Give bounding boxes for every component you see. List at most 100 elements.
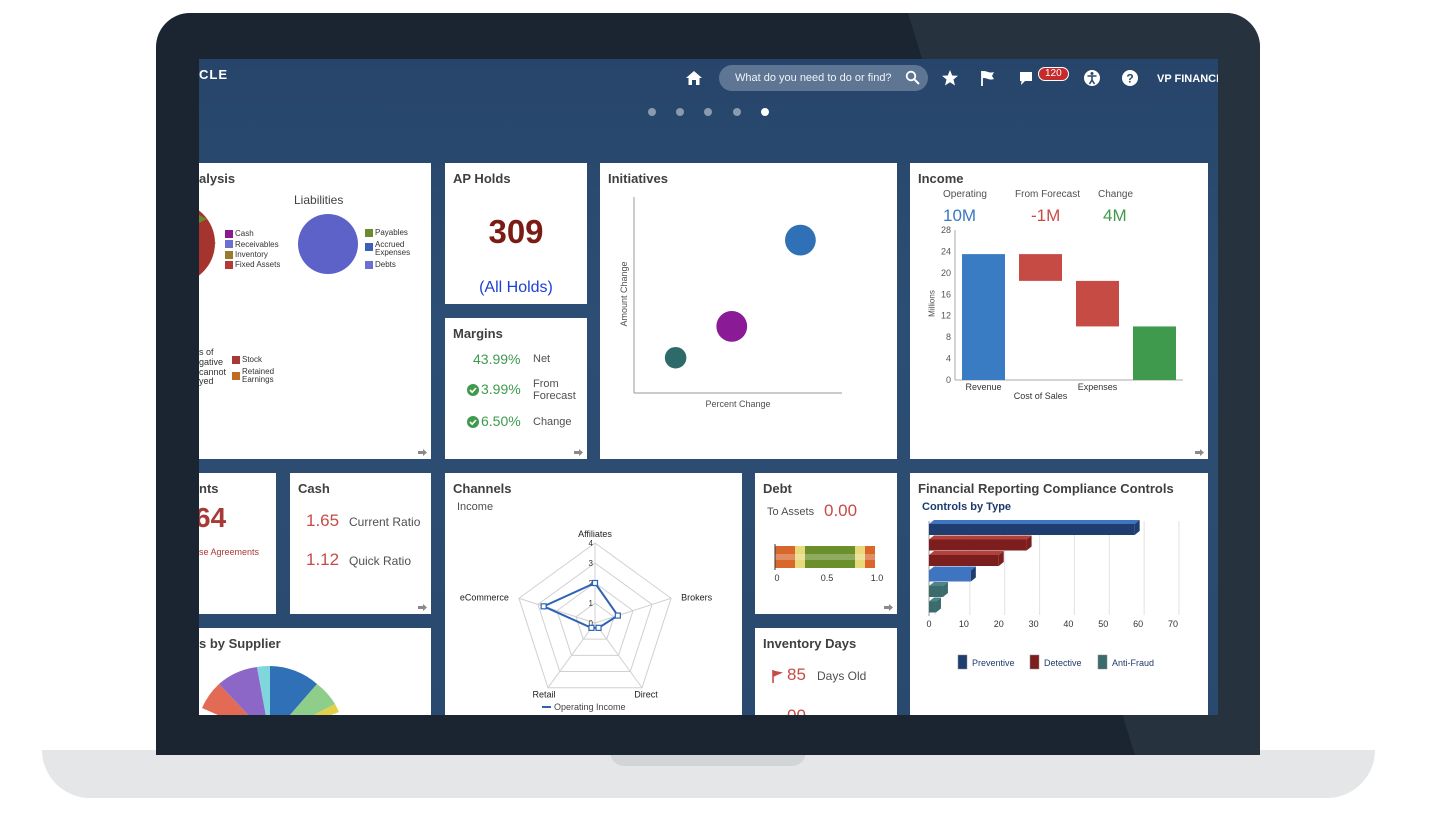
app-screen: CLE What do you need to do or find? 120 … bbox=[199, 59, 1218, 715]
search-box[interactable]: What do you need to do or find? bbox=[719, 65, 928, 91]
control-bar-6 bbox=[929, 601, 936, 613]
tile-cash[interactable]: Cash 1.65 Current Ratio 1.12 Quick Ratio bbox=[290, 473, 431, 614]
radar-point bbox=[540, 603, 547, 610]
y-tick-label: 24 bbox=[941, 246, 951, 256]
search-input[interactable]: What do you need to do or find? bbox=[735, 72, 892, 84]
radar-tick-label: 1 bbox=[589, 599, 594, 608]
control-bar-4 bbox=[929, 570, 971, 582]
bar-side-face bbox=[1134, 520, 1140, 535]
gauge-tick-label: 1.0 bbox=[871, 573, 884, 583]
page-dot-1[interactable] bbox=[648, 108, 656, 116]
control-bar-2 bbox=[929, 539, 1027, 551]
tile-inventory-days[interactable]: Inventory Days 85 Days Old 00 bbox=[755, 628, 897, 715]
y-tick-label: 16 bbox=[941, 289, 951, 299]
user-menu[interactable]: VP FINANCE bbox=[1157, 73, 1218, 85]
tile-title: Channels bbox=[453, 481, 512, 496]
legend-label: Preventive bbox=[972, 658, 1015, 668]
tile-initiatives[interactable]: Initiatives Amount Change Percent Change bbox=[600, 163, 897, 459]
gauge-tick-label: 0.5 bbox=[821, 573, 834, 583]
x-category-label: Revenue bbox=[965, 382, 1001, 392]
radar-point bbox=[588, 624, 595, 631]
bar-side-face bbox=[998, 551, 1004, 566]
tile-compliance-controls[interactable]: Financial Reporting Compliance Controls … bbox=[910, 473, 1208, 715]
assets-pie-chart bbox=[199, 210, 216, 276]
legend-swatch-detective bbox=[1029, 654, 1040, 670]
tile-spend-by-supplier[interactable]: s by Supplier bbox=[199, 628, 431, 715]
legend-swatch bbox=[225, 230, 233, 238]
all-holds-link[interactable]: (All Holds) bbox=[479, 279, 553, 296]
tile-debt[interactable]: Debt To Assets 0.00 0 0.5 1.0 bbox=[755, 473, 897, 614]
bar-top-face bbox=[929, 582, 948, 586]
margin-forecast-label: From Forecast bbox=[533, 378, 576, 402]
svg-text:?: ? bbox=[1126, 72, 1133, 86]
tile-agreements[interactable]: nts 64 se Agreements bbox=[199, 473, 276, 614]
margin-forecast-value: 3.99% bbox=[481, 381, 521, 397]
more-arrow-icon[interactable] bbox=[1195, 449, 1204, 456]
waterfall-bar-3 bbox=[1076, 280, 1119, 327]
notification-count-badge[interactable]: 120 bbox=[1038, 67, 1069, 81]
home-icon[interactable] bbox=[685, 69, 703, 87]
waterfall-bar-1 bbox=[962, 254, 1005, 380]
tile-balance-analysis[interactable]: alysis Liabilities Cash Receivables Inve… bbox=[199, 163, 431, 459]
tile-title: AP Holds bbox=[453, 171, 511, 186]
y-tick-label: 8 bbox=[946, 332, 951, 342]
tile-title: Debt bbox=[763, 481, 792, 496]
radar-point bbox=[591, 579, 599, 587]
tile-ap-holds[interactable]: AP Holds 309 (All Holds) bbox=[445, 163, 587, 304]
notifications-icon[interactable] bbox=[1018, 69, 1036, 87]
help-icon[interactable]: ? bbox=[1121, 69, 1139, 87]
more-arrow-icon[interactable] bbox=[418, 449, 427, 456]
radar-tick-label: 4 bbox=[589, 539, 594, 548]
page-dot-3[interactable] bbox=[704, 108, 712, 116]
more-arrow-icon[interactable] bbox=[418, 604, 427, 611]
accessibility-icon[interactable] bbox=[1083, 69, 1101, 87]
more-arrow-icon[interactable] bbox=[574, 449, 583, 456]
inventory-days-label: Days Old bbox=[817, 669, 867, 683]
control-bar-3 bbox=[929, 555, 999, 566]
control-bar-5 bbox=[929, 586, 943, 597]
agreements-link[interactable]: se Agreements bbox=[199, 547, 260, 557]
radar-axis-label: Direct bbox=[634, 690, 658, 700]
legend-swatch bbox=[232, 372, 240, 380]
liabilities-label: Liabilities bbox=[294, 193, 344, 207]
tile-title: nts bbox=[199, 481, 219, 496]
inventory-days-value-2: 00 bbox=[787, 706, 806, 715]
legend-inventory: Inventory bbox=[235, 250, 268, 259]
more-arrow-icon[interactable] bbox=[884, 604, 893, 611]
tile-title: Margins bbox=[453, 326, 503, 341]
x-category-label: Expenses bbox=[1078, 382, 1118, 392]
controls-bar-chart: 0 10 20 30 40 50 60 70 Preventive Detective Anti-F… bbox=[926, 520, 1180, 670]
flag-icon[interactable] bbox=[979, 69, 997, 87]
favorites-star-icon[interactable] bbox=[941, 69, 959, 87]
gauge-segment-2 bbox=[795, 546, 805, 568]
legend-fixed-assets: Fixed Assets bbox=[235, 260, 281, 269]
page-dot-4[interactable] bbox=[733, 108, 741, 116]
current-ratio-label: Current Ratio bbox=[349, 515, 421, 529]
inventory-days-value: 85 bbox=[787, 665, 806, 684]
legend-swatch-anti-fraud bbox=[1097, 654, 1108, 670]
current-ratio-value: 1.65 bbox=[306, 511, 340, 530]
tile-title: Income bbox=[918, 171, 964, 186]
quick-ratio-value: 1.12 bbox=[306, 550, 340, 569]
x-tick-label: 60 bbox=[1133, 619, 1143, 629]
search-icon[interactable] bbox=[905, 70, 920, 85]
page-dot-5-active[interactable] bbox=[761, 108, 769, 116]
bubble-2 bbox=[716, 310, 748, 342]
radar-tick-label: 3 bbox=[589, 559, 594, 568]
tile-channels[interactable]: Channels Income 0 1 2 3 4 Affiliates Brokers Di… bbox=[445, 473, 742, 715]
tile-title: alysis bbox=[199, 171, 236, 186]
legend-swatch bbox=[225, 261, 233, 269]
kpi-label-forecast: From Forecast bbox=[1015, 189, 1081, 200]
bubble-3 bbox=[785, 224, 816, 256]
tile-margins[interactable]: Margins 43.99% Net 3.99% From Forecast 6… bbox=[445, 318, 587, 459]
agreements-count: 64 bbox=[199, 502, 227, 533]
income-ylabel: Millions bbox=[927, 290, 937, 317]
legend-swatch bbox=[365, 229, 373, 237]
y-tick-label: 0 bbox=[946, 375, 951, 385]
gauge-shine bbox=[775, 554, 875, 560]
ap-holds-count: 309 bbox=[488, 213, 544, 250]
legend-swatch bbox=[225, 251, 233, 259]
page-dot-2[interactable] bbox=[676, 108, 684, 116]
tile-income[interactable]: Income Operating From Forecast Change 10… bbox=[910, 163, 1208, 459]
